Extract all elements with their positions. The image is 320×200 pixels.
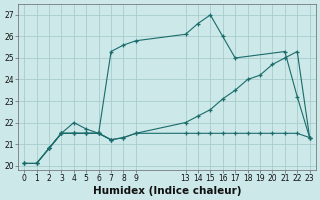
X-axis label: Humidex (Indice chaleur): Humidex (Indice chaleur) (93, 186, 241, 196)
